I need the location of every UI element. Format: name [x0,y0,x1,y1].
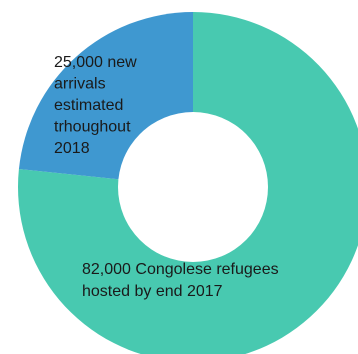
donut-hole [118,112,268,262]
slice-label-0: 82,000 Congolese refugees hosted by end 2… [82,261,279,300]
slice-label-line: arrivals [54,76,106,93]
slice-label-line: 82,000 Congolese refugees [82,261,279,278]
slice-label-line: 25,000 new [54,54,137,71]
slice-labels: 82,000 Congolese refugees hosted by end 2… [54,54,279,300]
slice-label-line: 2018 [54,140,90,157]
slice-label-line: hosted by end 2017 [82,283,223,300]
slice-label-line: trhoughout [54,119,131,136]
donut-slice-0 [18,12,358,354]
slice-label-1: 25,000 new arrivals estimated trhoughout 201… [54,54,137,157]
slice-label-line: estimated [54,97,123,114]
